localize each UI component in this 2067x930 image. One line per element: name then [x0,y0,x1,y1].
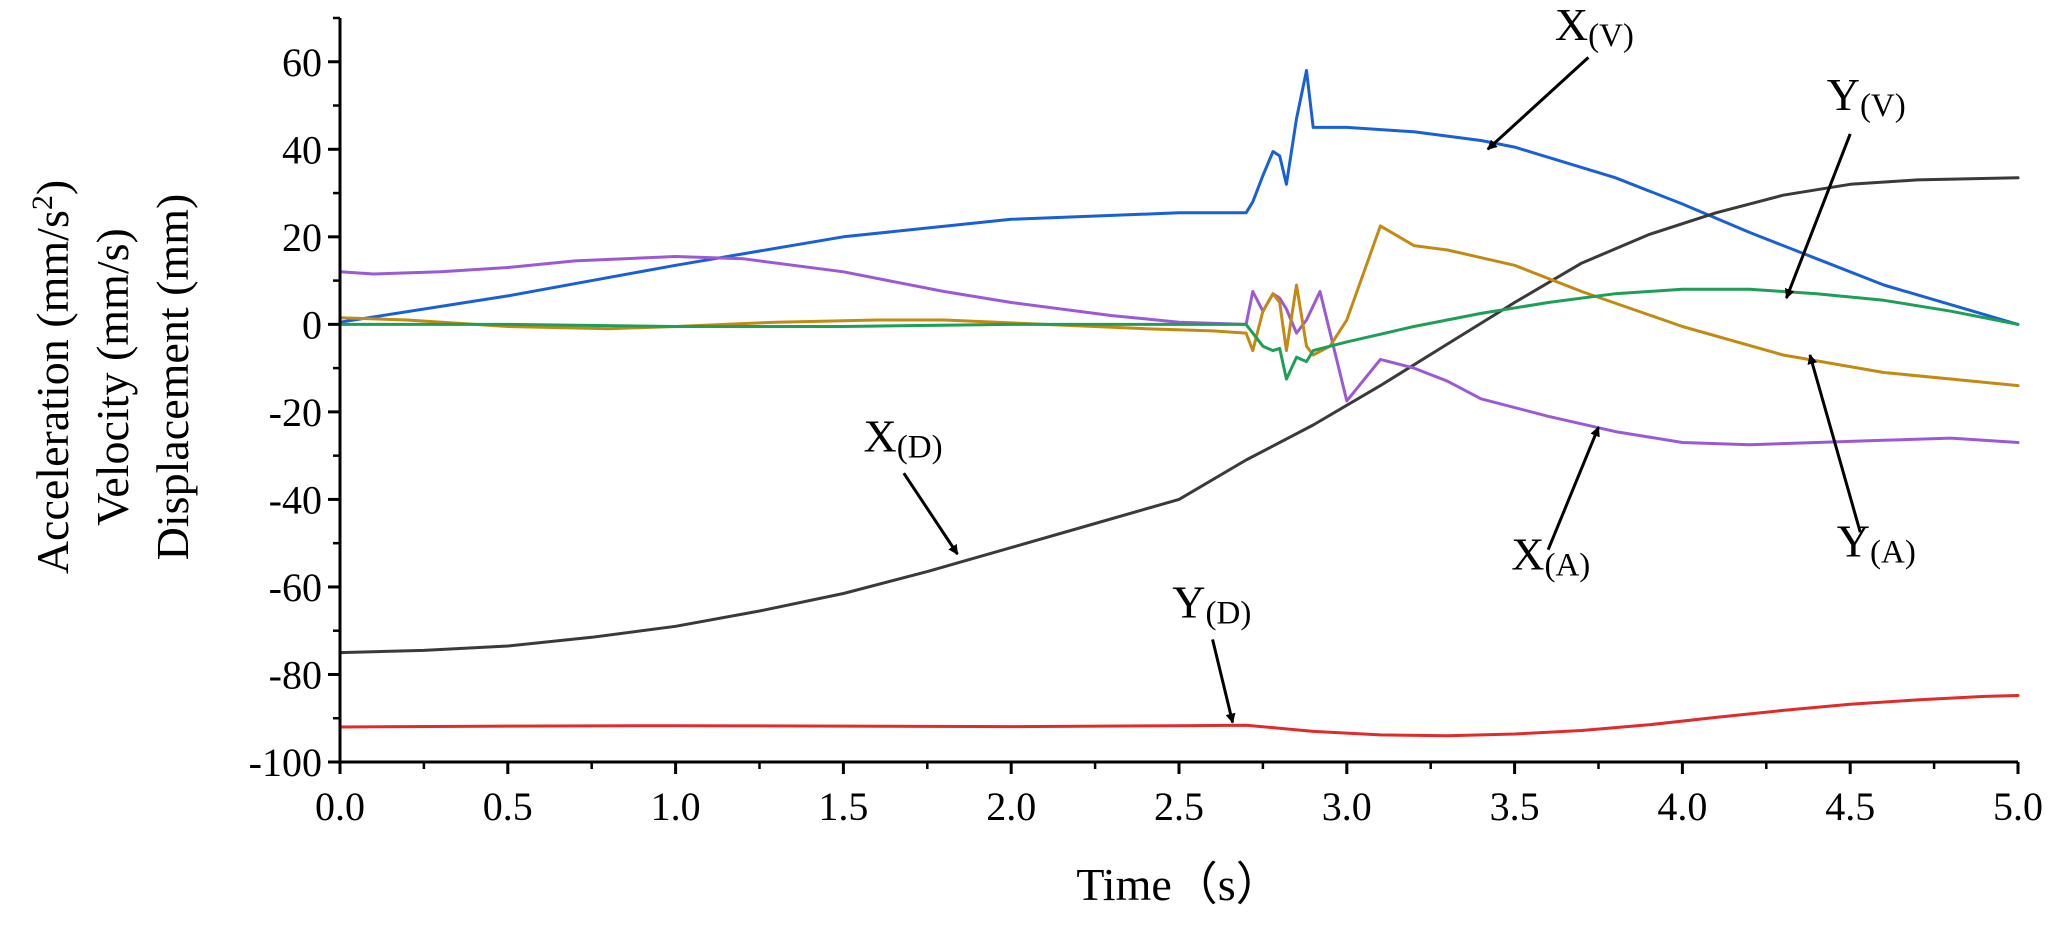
annotation-label-ya: Y(A) [1837,515,1916,570]
series-line-xv [338,69,2020,326]
series-line-yd [338,694,2020,738]
series-line-xa [338,255,2020,447]
annotation-subscript: (D) [1206,596,1252,632]
y-tick-label: -60 [269,565,322,610]
annotation-arrow-ya [1807,354,1862,533]
annotation-arrow-xa [1546,426,1600,551]
series-layer [338,69,2020,738]
y-axis-title-line: Acceleration (mm/s2) [26,180,79,574]
x-tick-label: 4.5 [1825,784,1875,829]
x-tick-label: 0.0 [315,784,365,829]
annotation-subscript: (V) [1860,88,1906,124]
x-tick-label: 3.0 [1322,784,1372,829]
y-tick-label: 60 [282,40,322,85]
annotation-arrow-xd [902,472,959,555]
annotation-label-xa: X(A) [1511,528,1590,583]
y-tick-label: 0 [302,302,322,347]
x-tick-label: 0.5 [483,784,533,829]
series-line-yv [338,287,2020,381]
annotation-subscript: (D) [897,429,943,465]
annotation-label-yv: Y(V) [1827,69,1906,124]
annotation-subscript: (V) [1588,18,1634,54]
y-axis-title-line: Velocity (mm/s) [87,228,138,526]
annotation-arrow-yv [1785,133,1852,300]
x-tick-label: 2.5 [1154,784,1204,829]
x-tick-label: 1.0 [651,784,701,829]
x-tick-label: 1.5 [818,784,868,829]
annotation-label-yd: Y(D) [1172,577,1251,632]
y-axis-title-line: Displacement (mm) [147,194,198,561]
y-tick-label: 20 [282,215,322,260]
x-axis-title: Time（s） [1076,859,1281,910]
annotation-subscript: (A) [1544,547,1590,583]
annotation-arrow-xv [1486,56,1590,151]
y-tick-label: 40 [282,127,322,172]
axes-layer: 0.0 0.5 1.0 1.5 2.0 2.5 3.0 3.5 4.0 4.5 5.0 60 40 20 0… [26,16,2043,910]
x-tick-label: 4.0 [1657,784,1707,829]
annotation-label-xd: X(D) [864,410,943,465]
annotation-arrow-yd [1211,639,1236,724]
y-axis-title-close: ) [27,180,78,195]
x-tick-label: 3.5 [1490,784,1540,829]
x-tick-label: 2.0 [986,784,1036,829]
y-tick-label: -20 [269,390,322,435]
series-line-xd [338,176,2020,655]
x-tick-label: 5.0 [1993,784,2043,829]
y-tick-label: -100 [249,740,322,785]
annotation-label-xv: X(V) [1555,0,1634,54]
annotation-subscript: (A) [1870,534,1916,570]
y-axis-title-superscript: 2 [26,195,59,210]
y-tick-label: -80 [269,652,322,697]
series-line-ya [338,224,2020,388]
y-tick-label: -40 [269,477,322,522]
